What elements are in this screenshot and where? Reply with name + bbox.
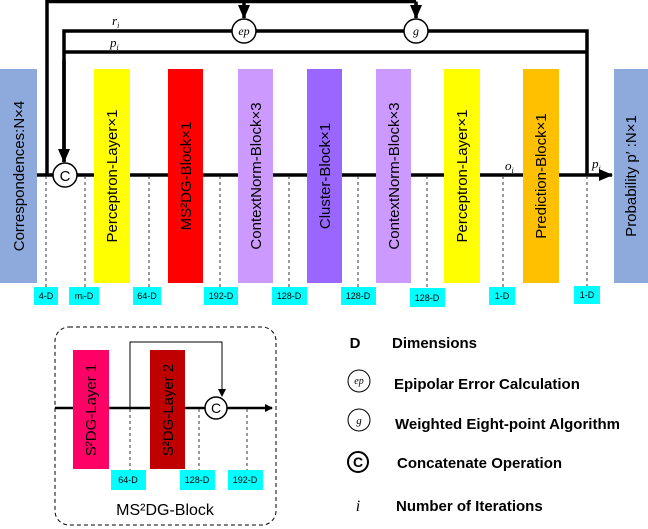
- svg-text:ep: ep: [354, 376, 363, 387]
- dim-label: 128-D: [180, 470, 215, 490]
- dim-label: 192-D: [228, 470, 263, 490]
- perceptron-block-2: [444, 69, 480, 283]
- pipeline-blocks: Correspondences:N×4 Perceptron-Layer×1 M…: [0, 69, 648, 283]
- o-i-label: oi: [505, 158, 514, 175]
- dim-label: 64-D: [133, 287, 161, 305]
- feedback-loops: ep g ri pi: [45, 0, 589, 175]
- svg-text:1-D: 1-D: [495, 291, 510, 301]
- svg-text:64-D: 64-D: [118, 475, 138, 485]
- svg-text:Number of Iterations: Number of Iterations: [396, 498, 543, 515]
- svg-text:C: C: [353, 454, 363, 470]
- svg-text:mᵢ-D: mᵢ-D: [75, 291, 94, 301]
- dim-label: 1-D: [574, 286, 600, 304]
- svg-text:S²DG-Layer 1: S²DG-Layer 1: [83, 364, 100, 457]
- legend-item-concatenate: C Concatenate Operation: [347, 451, 562, 473]
- ep-node: ep: [231, 18, 257, 44]
- svg-text:Prediction-Block×1: Prediction-Block×1: [533, 113, 550, 238]
- legend: D Dimensions ep Epipolar Error Calculati…: [347, 335, 620, 515]
- s2dg-layer-2: [150, 350, 185, 469]
- dim-label: 192-D: [204, 287, 238, 305]
- legend-item-iterations: i Number of Iterations: [356, 498, 543, 515]
- dim-label: 128-D: [410, 288, 445, 307]
- dim-label: mᵢ-D: [69, 287, 99, 305]
- contextnorm-block-2: [376, 69, 411, 283]
- svg-text:Weighted Eight-point Algorithm: Weighted Eight-point Algorithm: [395, 416, 620, 433]
- legend-item-epipolar: ep Epipolar Error Calculation: [347, 369, 580, 393]
- legend-item-dimensions: D Dimensions: [350, 335, 477, 352]
- svg-text:Perceptron-Layer×1: Perceptron-Layer×1: [104, 110, 121, 243]
- r-i-label: ri: [112, 13, 119, 30]
- input-skip-line: [45, 0, 416, 175]
- svg-text:Epipolar Error Calculation: Epipolar Error Calculation: [394, 376, 580, 393]
- svg-text:128-D: 128-D: [277, 291, 302, 301]
- svg-text:128-D: 128-D: [185, 475, 210, 485]
- s2dg-layer-1: [73, 350, 109, 469]
- svg-text:MS²DG-Block×1: MS²DG-Block×1: [178, 122, 195, 231]
- svg-text:4-D: 4-D: [39, 291, 54, 301]
- dim-label: 1-D: [489, 287, 515, 305]
- contextnorm-block-1: [238, 69, 273, 283]
- dim-label: 4-D: [34, 287, 58, 305]
- g-node: g: [403, 18, 429, 44]
- svg-text:S²DG-Layer 2: S²DG-Layer 2: [160, 364, 177, 457]
- svg-text:ContextNorm-Block×3: ContextNorm-Block×3: [386, 102, 403, 249]
- ms2dg-detail-title: MS²DG-Block: [116, 502, 215, 519]
- prediction-block: [523, 69, 559, 283]
- svg-text:ContextNorm-Block×3: ContextNorm-Block×3: [248, 102, 265, 249]
- svg-text:D: D: [350, 335, 361, 352]
- p-i-label: pi: [109, 35, 119, 52]
- dimension-labels: 4-D mᵢ-D 64-D 192-D 128-D 128-D 128-D 1-…: [34, 176, 600, 307]
- svg-text:g: g: [356, 415, 362, 427]
- ms2dg-skip-line: [129, 341, 226, 408]
- dim-label: 64-D: [111, 470, 146, 490]
- svg-text:C: C: [211, 400, 221, 416]
- svg-text:1-D: 1-D: [580, 290, 595, 300]
- legend-item-eight-point: g Weighted Eight-point Algorithm: [347, 408, 620, 433]
- cluster-block: [307, 69, 342, 283]
- output-block-label: Probability p′ :N×1: [623, 115, 640, 237]
- svg-text:Cluster-Block×1: Cluster-Block×1: [317, 123, 334, 229]
- svg-text:ep: ep: [238, 24, 249, 38]
- output-block: [614, 69, 648, 283]
- svg-text:192-D: 192-D: [209, 291, 234, 301]
- ms2dg-concat-node: C: [204, 396, 228, 420]
- svg-text:128-D: 128-D: [415, 293, 440, 303]
- svg-text:g: g: [413, 24, 419, 38]
- svg-text:64-D: 64-D: [137, 291, 157, 301]
- svg-text:128-D: 128-D: [346, 291, 371, 301]
- dim-label: 128-D: [272, 287, 307, 305]
- input-block: [0, 69, 37, 283]
- svg-text:192-D: 192-D: [233, 475, 258, 485]
- ms2dg-detail: S²DG-Layer 1 S²DG-Layer 2 C 64-D 128-D 1…: [54, 326, 277, 526]
- svg-text:i: i: [356, 498, 360, 515]
- svg-text:Dimensions: Dimensions: [392, 335, 477, 352]
- input-block-label: Correspondences:N×4: [11, 101, 28, 252]
- svg-text:Concatenate Operation: Concatenate Operation: [397, 455, 562, 472]
- svg-text:Perceptron-Layer×1: Perceptron-Layer×1: [454, 110, 471, 243]
- p-out-label: pi: [591, 156, 601, 173]
- ms2dg-block: [168, 69, 203, 283]
- dim-label: 128-D: [341, 287, 376, 305]
- svg-text:C: C: [60, 168, 71, 185]
- concat-node: C: [52, 162, 78, 188]
- perceptron-block-1: [94, 69, 130, 283]
